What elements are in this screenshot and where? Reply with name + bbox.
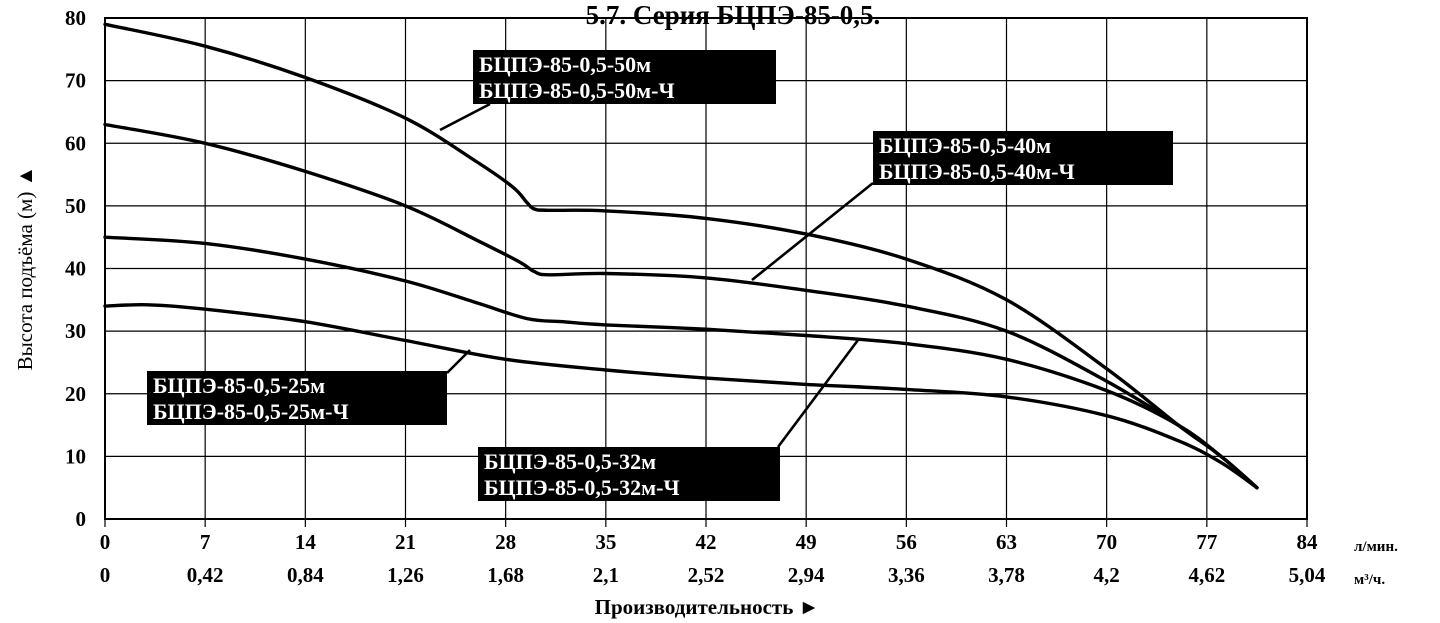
label-25m-leader [446,349,471,374]
label-40m-line2: БЦПЭ-85-0,5-40м-Ч [879,159,1075,184]
x-axis-title: Производительность ► [595,595,820,619]
x2-tick-label: 2,1 [593,563,619,587]
x-unit-label: л/мин. [1354,539,1398,555]
label-32m-line1: БЦПЭ-85-0,5-32м [484,449,656,474]
x2-tick-label: 0,84 [287,563,324,587]
x-tick-label: 28 [495,530,516,554]
x-tick-label: 56 [896,530,917,554]
x2-tick-label: 3,36 [888,563,925,587]
x2-tick-label: 4,62 [1188,563,1225,587]
x-tick-label: 0 [100,530,111,554]
x2-tick-label: 0,42 [187,563,224,587]
label-50m-leader [439,102,491,132]
label-25m-line1: БЦПЭ-85-0,5-25м [153,373,325,398]
series-50m-curve [103,22,1259,490]
series-40m-curve [103,122,1259,490]
x-tick-label: 21 [395,530,416,554]
x-tick-label: 77 [1196,530,1217,554]
x2-tick-label: 3,78 [988,563,1025,587]
x-tick-label: 49 [796,530,817,554]
label-25m-box [147,371,447,425]
x2-unit-label: м³/ч. [1354,572,1385,588]
x-tick-label: 35 [595,530,616,554]
y-tick-label: 30 [65,319,86,343]
y-tick-label: 60 [65,131,86,155]
label-25m-line2: БЦПЭ-85-0,5-25м-Ч [153,399,349,424]
plot-frame [104,17,1308,520]
x-tick-label: 7 [200,530,211,554]
label-40m-line1: БЦПЭ-85-0,5-40м [879,133,1051,158]
x2-tick-label: 2,52 [688,563,725,587]
label-50m-line2: БЦПЭ-85-0,5-50м-Ч [479,78,675,103]
label-32m-leader [776,339,860,448]
y-axis-title: Высота подъёма (м) ▲ [13,166,37,371]
x-tick-label: 70 [1096,530,1117,554]
x-tick-label: 63 [996,530,1017,554]
series-32m-curve [103,235,1259,490]
x2-tick-label: 0 [100,563,111,587]
label-50m-line1: БЦПЭ-85-0,5-50м [479,52,651,77]
x-tick-label: 42 [696,530,717,554]
y-tick-label: 40 [65,257,86,281]
label-32m-line2: БЦПЭ-85-0,5-32м-Ч [484,475,680,500]
label-40m-leader [751,181,874,282]
y-tick-label: 80 [65,6,86,30]
x2-tick-label: 1,68 [487,563,524,587]
curves [103,22,1259,490]
x2-tick-label: 2,94 [788,563,825,587]
page-title: 5.7. Серия БЦПЭ-85-0,5. [586,0,881,30]
x-tick-label: 84 [1297,530,1319,554]
x2-tick-label: 4,2 [1094,563,1120,587]
y-tick-label: 50 [65,194,86,218]
y-tick-label: 0 [76,507,87,531]
y-tick-label: 70 [65,69,86,93]
y-tick-label: 10 [65,444,86,468]
y-tick-label: 20 [65,382,86,406]
x2-tick-label: 5,04 [1289,563,1326,587]
label-50m-box [473,50,776,104]
series-25m-curve [103,303,1259,490]
label-32m-box [478,447,780,501]
axes: 0 10 20 30 40 50 60 70 80 0 7 14 21 28 35 42 49 56 63 70 77 8… [13,6,1398,619]
x2-tick-label: 1,26 [387,563,424,587]
x-tick-label: 14 [295,530,317,554]
label-40m-box [873,131,1173,185]
